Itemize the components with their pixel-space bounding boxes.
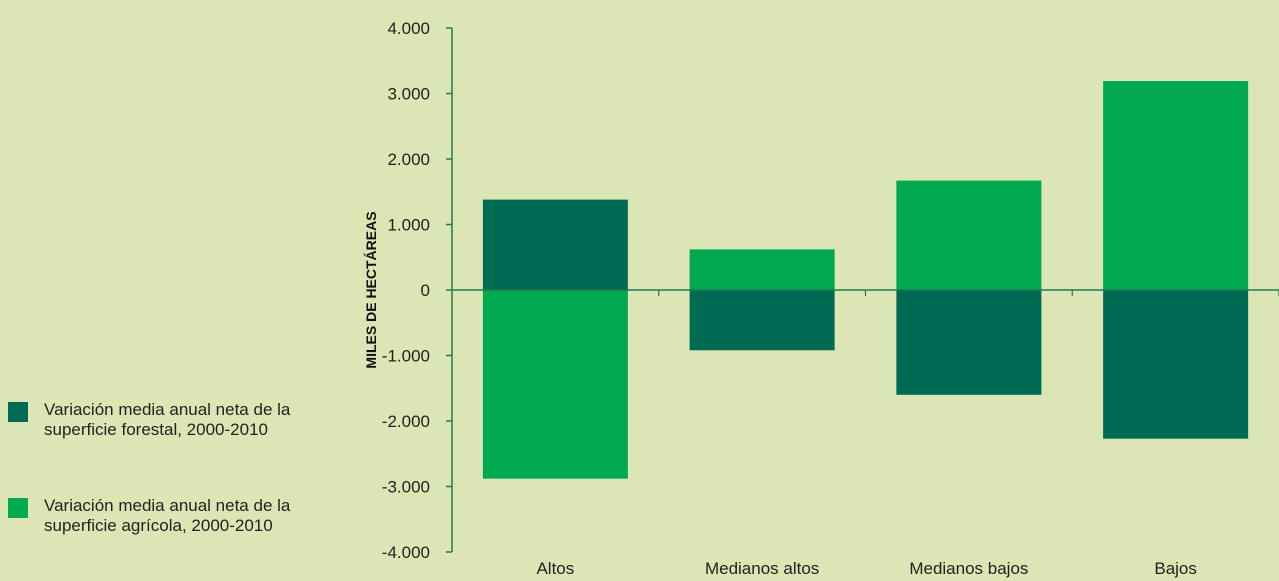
legend-swatch-agricola	[8, 498, 28, 518]
bars-group	[482, 81, 1249, 479]
y-axis-label: MILES DE HECTÁREAS	[363, 211, 379, 368]
y-tick-label: -2.000	[382, 412, 430, 431]
x-tick-label: Altos	[536, 559, 574, 578]
legend-label-agricola: Variación media anual neta de la superfi…	[44, 496, 291, 535]
y-tick-label: -3.000	[382, 478, 430, 497]
y-tick-label: 1.000	[387, 216, 430, 235]
x-tick-label: Medianos altos	[705, 559, 819, 578]
legend-item-agricola: Variación media anual neta de la superfi…	[8, 496, 314, 536]
bar-agricola-2	[896, 180, 1042, 290]
axes-group: 4.000 3.000 2.000 1.000 0 -1.000 -2.000 -3.000 -…	[382, 19, 1279, 578]
x-tick-label: Medianos bajos	[909, 559, 1028, 578]
bar-agricola-3	[1103, 81, 1249, 291]
bar-forestal-0	[482, 199, 628, 290]
bar-forestal-1	[689, 290, 835, 351]
y-tick-label: -1.000	[382, 347, 430, 366]
legend-label-forestal: Variación media anual neta de la superfi…	[44, 400, 291, 439]
x-tick-label: Bajos	[1154, 559, 1197, 578]
bar-forestal-2	[896, 290, 1042, 395]
y-tick-label: 3.000	[387, 85, 430, 104]
legend-item-forestal: Variación media anual neta de la superfi…	[8, 400, 314, 440]
bar-agricola-1	[689, 249, 835, 290]
bar-agricola-0	[482, 290, 628, 479]
y-tick-label: 4.000	[387, 19, 430, 38]
bar-forestal-3	[1103, 290, 1249, 439]
y-tick-label: 2.000	[387, 150, 430, 169]
legend-swatch-forestal	[8, 402, 28, 422]
y-tick-label: 0	[421, 281, 430, 300]
y-tick-label: -4.000	[382, 543, 430, 562]
